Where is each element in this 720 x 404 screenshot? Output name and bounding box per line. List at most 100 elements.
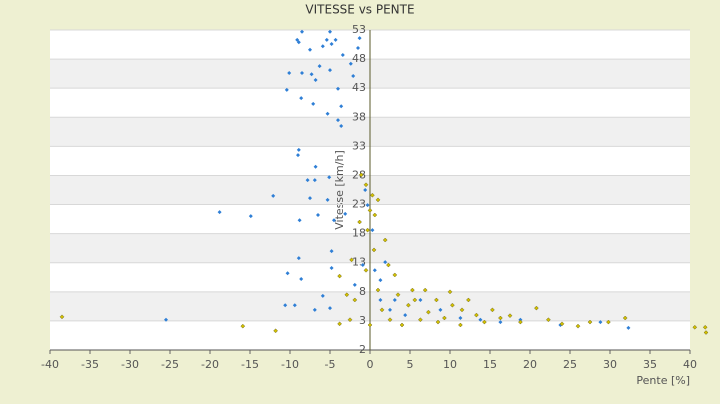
point (386, 262, 391, 268)
point (375, 197, 381, 203)
point (534, 305, 539, 311)
y-tick-label: 23 (352, 198, 366, 211)
point (418, 297, 423, 302)
point (388, 307, 392, 312)
point (287, 71, 292, 76)
point (296, 147, 301, 152)
point (312, 307, 317, 312)
point (382, 237, 388, 243)
point (375, 287, 381, 293)
y-tick-label: 8 (359, 285, 366, 298)
point (546, 317, 551, 323)
point (372, 268, 377, 273)
point (367, 322, 373, 328)
x-tick-label: -25 (161, 358, 179, 371)
point (352, 297, 358, 303)
point (344, 292, 350, 298)
point (339, 104, 344, 109)
point (312, 178, 317, 183)
point (240, 323, 246, 329)
x-tick-label: -20 (201, 358, 219, 371)
point (606, 319, 611, 325)
point (292, 303, 297, 308)
x-tick-label: 15 (483, 358, 497, 371)
point (357, 219, 362, 225)
point (337, 321, 342, 327)
point (365, 203, 370, 208)
point (387, 317, 393, 323)
point (164, 317, 168, 322)
x-tick-label: 35 (643, 358, 657, 371)
x-tick-label: -30 (121, 358, 139, 371)
x-tick-label: 5 (407, 358, 414, 371)
point (447, 289, 453, 295)
point (248, 214, 253, 219)
point (357, 36, 362, 41)
y-tick-label: 33 (352, 139, 366, 152)
point (324, 37, 329, 42)
point (320, 293, 325, 298)
point (702, 324, 708, 330)
point (59, 314, 65, 320)
point (587, 319, 593, 325)
point (320, 44, 325, 49)
point (284, 87, 289, 92)
x-tick-label: 30 (603, 358, 617, 371)
point (348, 61, 353, 66)
point (296, 256, 301, 261)
point (598, 320, 603, 325)
point (459, 307, 465, 313)
point (296, 40, 301, 45)
point (308, 47, 312, 52)
point (273, 328, 278, 334)
point (383, 260, 388, 265)
point (392, 272, 398, 278)
point (367, 208, 373, 213)
point (406, 302, 411, 308)
point (297, 218, 302, 223)
point (379, 307, 385, 313)
point (363, 267, 369, 273)
y-tick-label: 3 (359, 314, 366, 327)
point (325, 111, 330, 116)
point (442, 315, 447, 321)
point (356, 46, 360, 51)
point (450, 302, 455, 308)
point (435, 319, 441, 325)
point (217, 210, 222, 215)
point (317, 64, 322, 69)
point (316, 213, 320, 218)
point (308, 196, 312, 201)
point (474, 312, 479, 318)
point (363, 188, 368, 192)
point (434, 297, 439, 303)
point (271, 193, 276, 198)
point (490, 307, 495, 313)
point (351, 73, 356, 78)
point (347, 317, 353, 323)
y-tick-label: 13 (352, 256, 366, 269)
point (311, 101, 316, 106)
point (370, 192, 375, 198)
point (518, 319, 523, 325)
point (370, 228, 375, 233)
chart-title: VITESSE vs PENTE (305, 3, 414, 17)
y-tick-label: 53 (352, 23, 366, 36)
x-tick-label: -15 (241, 358, 259, 371)
x-tick-label: 0 (367, 358, 374, 371)
point (458, 316, 463, 320)
point (703, 330, 709, 335)
point (339, 124, 344, 128)
x-tick-label: -5 (325, 358, 336, 371)
point (482, 319, 487, 325)
point (343, 211, 348, 216)
point (692, 324, 698, 330)
point (365, 227, 370, 233)
point (395, 292, 401, 298)
point (325, 197, 330, 202)
point (296, 153, 300, 158)
point (626, 325, 631, 330)
point (410, 287, 415, 293)
point (498, 320, 503, 325)
